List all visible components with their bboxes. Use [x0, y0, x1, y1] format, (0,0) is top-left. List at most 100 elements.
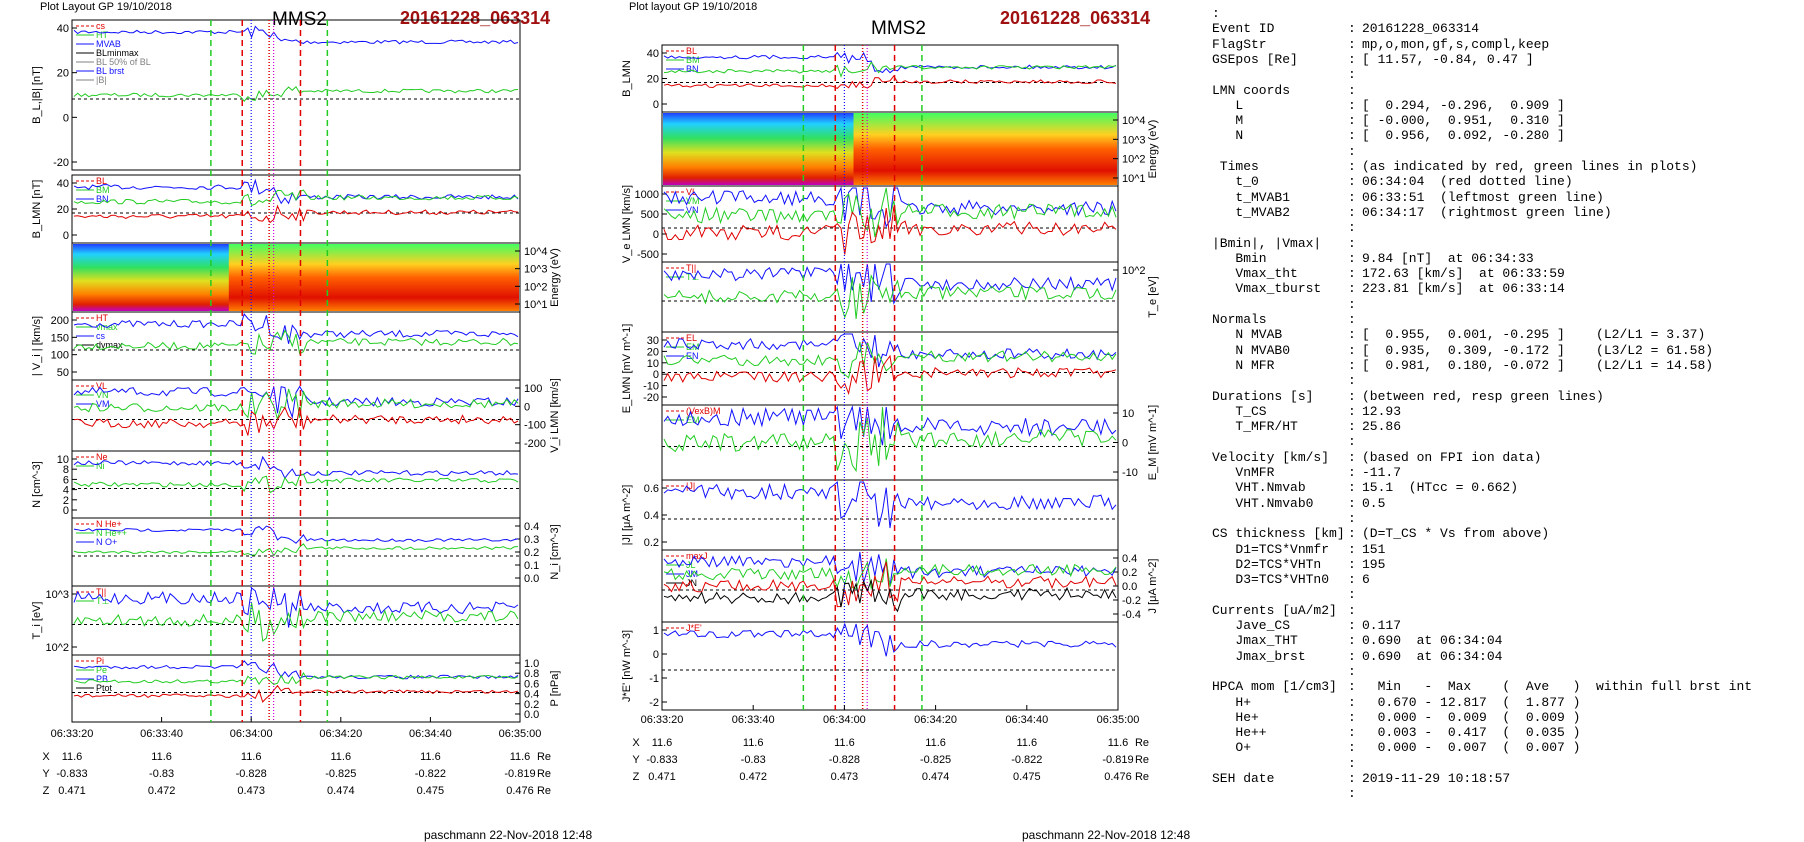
legend-entry: BN: [96, 194, 109, 204]
panel-frame: [71, 379, 521, 452]
summary-key: D3=TCS*VHTn0: [1212, 572, 1330, 588]
legend-entry: dvmax: [96, 340, 123, 350]
summary-colon: :: [1348, 266, 1356, 282]
y-tick-label: 40: [57, 23, 69, 35]
y-axis-label-right: T_e [eV]: [1147, 276, 1159, 318]
panel-6: 0.6 0.4 0.2 |J| [μA m^-2] |J|: [621, 479, 1119, 551]
data-trace: [73, 388, 519, 421]
summary-colon: :: [1348, 465, 1356, 480]
data-trace: [663, 558, 1117, 591]
position-value: 0.471: [648, 771, 676, 783]
y-tick-label: 0.2: [644, 537, 659, 549]
mid-spacecraft-title: MMS2: [871, 18, 926, 39]
summary-key: VnMFR: [1212, 465, 1275, 480]
summary-key: N MFR: [1212, 357, 1275, 373]
legend-entry: BM: [686, 55, 700, 65]
data-trace: [663, 186, 1117, 228]
y-tick-label-right: 0.3: [524, 534, 539, 546]
y-tick-label-right: 10^1: [524, 299, 548, 311]
y-tick-label-right: 0.8: [524, 668, 539, 680]
summary-colon: :: [1348, 189, 1356, 205]
position-value: -0.822: [415, 768, 446, 780]
y-tick-label-right: 10^4: [524, 246, 548, 258]
position-value: 11.6: [331, 751, 352, 763]
position-unit: Re: [1135, 771, 1149, 783]
y-tick-label: 10^3: [45, 589, 69, 601]
x-tick-label: 06:33:40: [732, 714, 775, 726]
summary-key: He++: [1212, 725, 1267, 741]
y-tick-label-right: 100: [524, 383, 542, 395]
data-trace: [73, 602, 519, 642]
position-value: 11.6: [62, 751, 83, 763]
y-axis-label: V_e LMN [km/s]: [621, 185, 633, 263]
left-footer: paschmann 22-Nov-2018 12:48: [424, 828, 593, 842]
y-tick-label: 40: [57, 178, 69, 190]
y-tick-label: 150: [51, 332, 69, 344]
y-tick-label: 0: [653, 369, 659, 381]
position-value: -0.833: [56, 768, 87, 780]
y-tick-label-right: 0.0: [524, 709, 539, 721]
summary-key: :: [1212, 6, 1220, 21]
summary-value: 15.1 (HTcc = 0.662): [1362, 480, 1519, 496]
data-trace: [663, 75, 1117, 90]
summary-key: D2=TCS*VHTn: [1212, 556, 1322, 572]
summary-value: 151: [1362, 541, 1386, 557]
summary-colon: :: [1348, 36, 1356, 52]
legend-entry: BN: [686, 64, 699, 74]
y-axis-label: J*E' [nW m^-3]: [621, 630, 633, 702]
position-unit: Re: [537, 751, 551, 763]
position-row-label: Y: [632, 754, 640, 766]
y-axis-label: B_L,|B| [nT]: [31, 66, 43, 124]
y-axis-label: | V_i | [km/s]: [31, 316, 43, 376]
legend-entry: BL 50% of BL: [96, 57, 151, 67]
y-tick-label: 0: [653, 229, 659, 241]
position-value: 11.6: [743, 737, 764, 749]
position-row-label: Z: [633, 771, 640, 783]
y-tick-label: 0: [63, 505, 69, 517]
summary-key: Normals: [1212, 312, 1267, 327]
data-trace: [73, 672, 519, 686]
data-trace: [73, 473, 519, 494]
summary-value: 9.84 [nT] at 06:34:33: [1362, 250, 1534, 266]
position-value: 0.474: [922, 771, 950, 783]
summary-colon: :: [1348, 296, 1356, 312]
position-value: -0.828: [829, 754, 860, 766]
legend-entry: N He+: [96, 519, 122, 529]
data-trace: [663, 354, 1117, 396]
summary-key: t_0: [1212, 174, 1259, 190]
position-row-label: Y: [42, 768, 50, 780]
summary-value: 0.117: [1362, 618, 1402, 633]
magnetosheath-spectrum: [228, 244, 520, 311]
y-tick-label: 6: [63, 474, 69, 486]
panel-frame: [661, 185, 1119, 263]
y-tick-label: 20: [57, 68, 69, 80]
legend-entry: BL: [96, 176, 107, 186]
y-axis-label: |J| [μA m^-2]: [621, 485, 633, 546]
summary-colon: :: [1348, 556, 1356, 572]
summary-key: Event ID: [1212, 21, 1275, 37]
summary-key: t_MVAB1: [1212, 189, 1291, 205]
legend-entry: N He++: [96, 528, 127, 538]
summary-value: [ 0.955, 0.001, -0.295 ] (L2/L1 = 3.37): [1362, 327, 1706, 343]
summary-value: [ 0.981, 0.180, -0.072 ] (L2/L1 = 14.58): [1362, 357, 1714, 373]
summary-key: Jmax_THT: [1212, 633, 1298, 649]
position-value: 11.6: [151, 751, 172, 763]
y-tick-label: 0: [63, 230, 69, 242]
x-tick-label: 06:33:20: [51, 728, 94, 740]
position-unit: Re: [1135, 737, 1149, 749]
data-trace: [663, 273, 1117, 319]
data-trace: [73, 525, 519, 544]
summary-key: N MVAB0: [1212, 342, 1291, 358]
position-value: 11.6: [241, 751, 262, 763]
summary-key: Vmax_tht: [1212, 266, 1298, 282]
data-trace: [73, 25, 519, 45]
data-trace: [663, 480, 1117, 529]
legend-entry: VL: [686, 187, 697, 197]
summary-value: 223.81 [km/s] at 06:33:14: [1362, 281, 1565, 297]
summary-key: |Bmin|, |Vmax|: [1212, 235, 1322, 251]
y-tick-label: -500: [637, 249, 659, 261]
position-value: -0.833: [646, 754, 677, 766]
